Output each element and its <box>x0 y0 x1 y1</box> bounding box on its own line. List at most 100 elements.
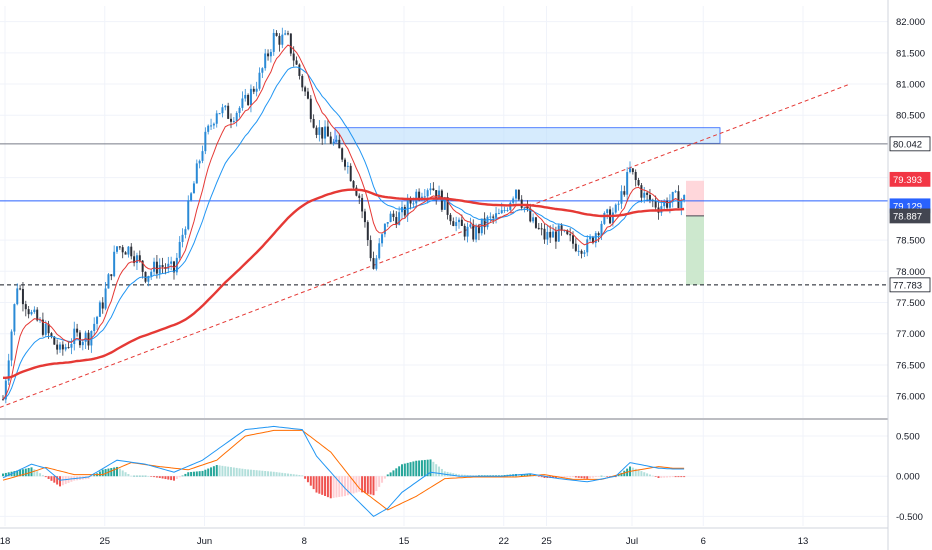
candle-body <box>566 230 569 235</box>
macd-histogram-bar <box>130 475 133 477</box>
macd-histogram-bar <box>680 476 683 478</box>
macd-histogram-bar <box>64 476 67 485</box>
candle-body <box>110 274 113 277</box>
macd-histogram-bar <box>529 474 532 477</box>
candle-body <box>335 139 338 142</box>
macd-histogram-bar <box>44 476 47 478</box>
candle-body <box>39 319 42 321</box>
candle-body <box>591 236 594 243</box>
macd-histogram-bar <box>463 474 466 477</box>
candle-body <box>47 323 50 334</box>
macd-histogram-bar <box>244 469 247 477</box>
candle-body <box>53 336 56 345</box>
candle-body <box>631 168 634 172</box>
macd-histogram-bar <box>349 476 352 495</box>
macd-histogram-bar <box>192 471 195 477</box>
price-badge-label: 80.042 <box>893 139 922 150</box>
candle-body <box>275 32 278 36</box>
candle-body <box>329 136 332 144</box>
candle-body <box>372 258 375 269</box>
candle-body <box>671 191 674 202</box>
macd-histogram-bar <box>526 474 529 477</box>
candle-body <box>369 240 372 259</box>
macd-histogram-bar <box>4 472 7 477</box>
macd-histogram-bar <box>13 471 16 477</box>
candle-body <box>158 265 161 274</box>
candle-body <box>429 188 432 191</box>
candle-body <box>261 68 264 73</box>
macd-histogram-bar <box>255 470 258 477</box>
macd-histogram-bar <box>53 476 56 483</box>
macd-histogram-bar <box>318 476 321 494</box>
macd-histogram-bar <box>281 472 284 477</box>
macd-histogram-bar <box>98 471 101 477</box>
macd-histogram-bar <box>363 476 366 494</box>
candle-body <box>512 198 515 203</box>
price-tick-label: 77.000 <box>896 329 925 340</box>
candle-body <box>96 316 99 324</box>
candle-body <box>606 209 609 213</box>
candle-body <box>218 113 221 115</box>
macd-histogram-bar <box>175 476 178 479</box>
candle-body <box>463 225 466 237</box>
candle-body <box>426 190 429 197</box>
candle-body <box>155 261 158 274</box>
macd-histogram-bar <box>643 472 646 477</box>
macd-histogram-bar <box>210 467 213 477</box>
macd-histogram-bar <box>147 476 150 477</box>
candle-body <box>634 171 637 181</box>
macd-histogram-bar <box>540 476 543 478</box>
candle-body <box>361 197 364 212</box>
macd-histogram-bar <box>455 473 458 477</box>
macd-histogram-bar <box>258 470 261 477</box>
macd-histogram-bar <box>617 474 620 477</box>
candle-body <box>674 191 677 193</box>
macd-histogram-bar <box>301 475 304 477</box>
price-badge-label: 79.393 <box>893 175 922 186</box>
candle-body <box>646 192 649 195</box>
candle-body <box>486 216 489 228</box>
macd-histogram-bar <box>674 476 677 478</box>
time-tick-label: 13 <box>798 536 809 547</box>
macd-histogram-bar <box>372 476 375 496</box>
macd-histogram-bar <box>654 476 657 477</box>
candle-body <box>409 199 412 204</box>
macd-histogram-bar <box>375 476 378 492</box>
candle-body <box>255 88 258 92</box>
macd-histogram-bar <box>198 471 201 477</box>
candle-body <box>121 247 124 253</box>
macd-histogram-bar <box>56 476 59 485</box>
candle-body <box>458 219 460 223</box>
candle-body <box>10 331 13 361</box>
candle-body <box>358 195 361 198</box>
macd-histogram-bar <box>187 472 190 477</box>
candle-body <box>620 191 623 204</box>
candle-body <box>506 210 509 212</box>
candle-body <box>594 233 597 243</box>
candle-body <box>318 127 321 135</box>
candle-body <box>503 210 506 212</box>
macd-histogram-bar <box>520 474 523 477</box>
candle-body <box>298 64 301 76</box>
macd-histogram-bar <box>41 475 44 477</box>
candle-body <box>475 226 478 240</box>
candle-body <box>401 206 403 213</box>
candle-body <box>24 304 27 310</box>
macd-histogram-bar <box>657 476 660 478</box>
macd-histogram-bar <box>321 476 324 495</box>
macd-histogram-bar <box>446 471 449 477</box>
candle-body <box>477 226 480 234</box>
macd-histogram-bar <box>423 459 426 477</box>
macd-histogram-bar <box>537 476 540 477</box>
candle-body <box>626 172 629 195</box>
macd-histogram-bar <box>395 468 398 477</box>
candle-body <box>589 236 592 240</box>
candle-body <box>383 223 386 235</box>
candle-body <box>306 91 309 99</box>
macd-histogram-bar <box>386 474 389 477</box>
macd-histogram-bar <box>420 460 423 477</box>
macd-histogram-bar <box>181 475 184 477</box>
macd-histogram-bar <box>190 471 193 477</box>
candle-body <box>67 347 70 349</box>
